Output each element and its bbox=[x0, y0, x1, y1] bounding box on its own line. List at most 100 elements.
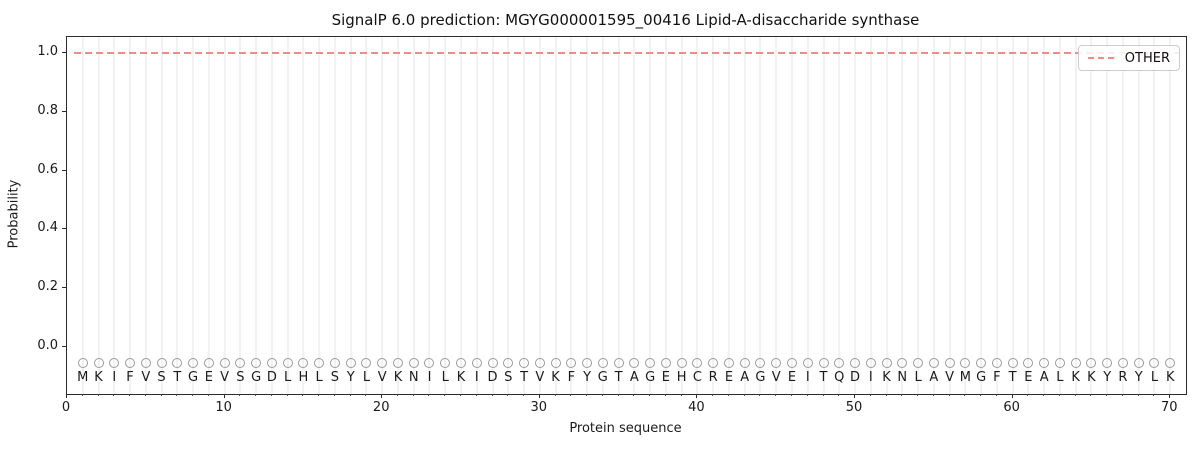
gridline bbox=[460, 37, 462, 394]
y-tick-label: 0.2 bbox=[37, 279, 58, 295]
sequence-letter: E bbox=[724, 369, 734, 385]
x-minor-tick bbox=[759, 394, 761, 396]
x-minor-tick bbox=[491, 394, 493, 396]
sequence-marker bbox=[519, 358, 530, 369]
sequence-letter: D bbox=[487, 369, 498, 385]
gridline bbox=[538, 37, 541, 394]
sequence-marker bbox=[708, 358, 719, 369]
sequence-marker bbox=[739, 358, 750, 369]
x-minor-tick bbox=[286, 394, 288, 396]
x-minor-tick bbox=[1043, 394, 1045, 396]
sequence-letter: H bbox=[298, 369, 309, 385]
x-minor-tick bbox=[113, 394, 115, 396]
sequence-marker bbox=[188, 358, 199, 369]
sequence-marker bbox=[1039, 358, 1050, 369]
x-tick-label: 10 bbox=[215, 400, 232, 415]
sequence-marker bbox=[550, 358, 561, 369]
x-minor-tick bbox=[838, 394, 840, 396]
gridline bbox=[129, 37, 132, 394]
gridline bbox=[1043, 37, 1046, 394]
x-minor-tick bbox=[412, 394, 414, 396]
gridline bbox=[964, 37, 967, 394]
sequence-letter: L bbox=[1150, 369, 1159, 385]
sequence-marker bbox=[944, 358, 955, 369]
gridline bbox=[743, 37, 746, 394]
gridline bbox=[759, 37, 762, 394]
sequence-letter: E bbox=[204, 369, 213, 385]
sequence-letter: K bbox=[94, 369, 103, 385]
y-tick-mark bbox=[62, 51, 66, 53]
x-minor-tick bbox=[601, 394, 603, 396]
gridline bbox=[995, 37, 998, 394]
sequence-letter: G bbox=[597, 369, 608, 385]
y-axis-label: Probability bbox=[6, 179, 22, 249]
sequence-marker bbox=[251, 358, 262, 369]
y-tick-mark bbox=[62, 110, 66, 112]
sequence-marker bbox=[991, 358, 1002, 369]
sequence-marker bbox=[723, 358, 734, 369]
gridline bbox=[239, 37, 242, 394]
gridline bbox=[349, 37, 352, 394]
prediction-line-other bbox=[74, 51, 1179, 54]
sequence-marker bbox=[487, 358, 498, 369]
gridline bbox=[507, 37, 510, 394]
sequence-letter: Y bbox=[583, 369, 592, 385]
sequence-marker bbox=[266, 358, 277, 369]
x-minor-tick bbox=[790, 394, 792, 396]
y-tick-label: 0.0 bbox=[37, 337, 58, 353]
gridline bbox=[1058, 37, 1061, 394]
x-minor-tick bbox=[586, 394, 588, 396]
gridline bbox=[586, 37, 589, 394]
sequence-letter: H bbox=[676, 369, 687, 385]
x-minor-tick bbox=[775, 394, 777, 396]
sequence-marker bbox=[1070, 358, 1081, 369]
x-minor-tick bbox=[664, 394, 666, 396]
sequence-letter: V bbox=[141, 369, 151, 385]
sequence-letter: K bbox=[1165, 369, 1175, 385]
sequence-letter: L bbox=[362, 369, 371, 385]
gridline bbox=[1011, 37, 1014, 394]
sequence-letter: C bbox=[692, 369, 702, 385]
sequence-letter: V bbox=[535, 369, 545, 385]
sequence-marker bbox=[1102, 358, 1113, 369]
sequence-marker bbox=[503, 358, 514, 369]
x-minor-tick bbox=[1153, 394, 1155, 396]
sequence-marker bbox=[755, 358, 766, 369]
sequence-marker bbox=[660, 358, 671, 369]
x-minor-tick bbox=[680, 394, 682, 396]
gridline bbox=[270, 37, 273, 394]
x-tick-label: 50 bbox=[845, 400, 863, 415]
x-minor-tick bbox=[428, 394, 430, 396]
sequence-marker bbox=[377, 358, 388, 369]
sequence-marker bbox=[865, 358, 876, 369]
y-tick-label: 1.0 bbox=[37, 43, 58, 59]
sequence-marker bbox=[786, 358, 797, 369]
sequence-letter: I bbox=[427, 369, 432, 385]
sequence-marker bbox=[771, 358, 782, 369]
x-minor-tick bbox=[806, 394, 808, 396]
x-minor-tick bbox=[444, 394, 446, 396]
x-minor-tick bbox=[617, 394, 619, 396]
sequence-marker bbox=[645, 358, 656, 369]
sequence-marker bbox=[566, 358, 577, 369]
sequence-letter: R bbox=[1118, 369, 1128, 385]
x-minor-tick bbox=[948, 394, 950, 396]
sequence-marker bbox=[1086, 358, 1097, 369]
legend: OTHER bbox=[1077, 45, 1180, 71]
x-minor-tick bbox=[727, 394, 729, 396]
sequence-letter: K bbox=[393, 369, 403, 385]
gridline bbox=[176, 37, 179, 394]
x-minor-tick bbox=[270, 394, 272, 396]
sequence-letter: A bbox=[1039, 369, 1049, 385]
gridline bbox=[1090, 37, 1093, 394]
gridline bbox=[523, 37, 526, 394]
sequence-letter: A bbox=[929, 369, 939, 385]
gridline bbox=[412, 37, 415, 394]
x-minor-tick bbox=[207, 394, 209, 396]
sequence-marker bbox=[597, 358, 608, 369]
x-minor-tick bbox=[365, 394, 367, 396]
sequence-marker bbox=[235, 358, 246, 369]
sequence-marker bbox=[1133, 358, 1144, 369]
sequence-letter: K bbox=[1087, 369, 1096, 385]
x-minor-tick bbox=[917, 394, 919, 396]
